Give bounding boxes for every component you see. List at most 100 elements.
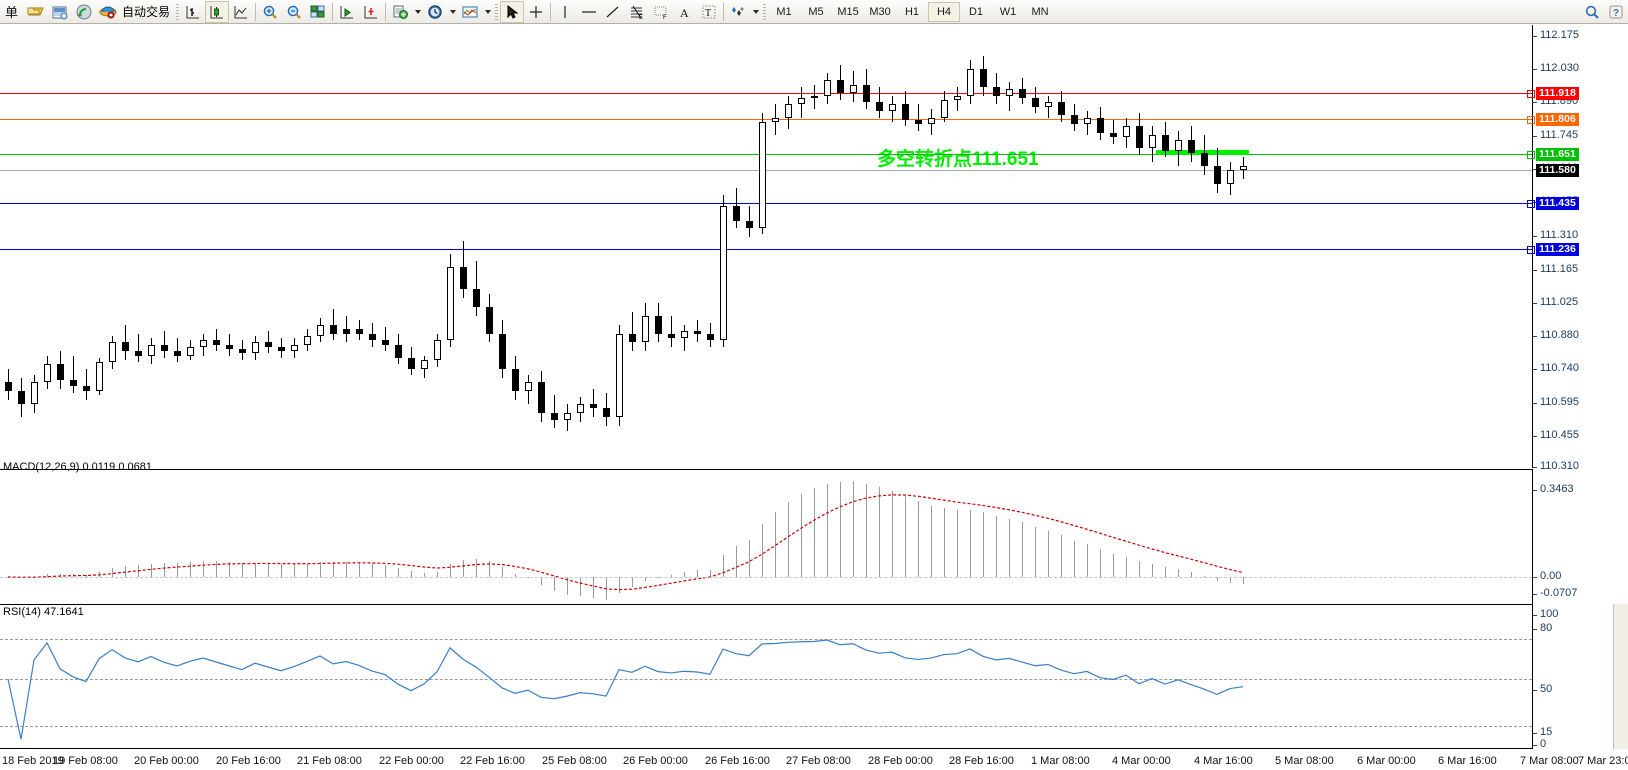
toolbar-grip[interactable] [174, 1, 182, 22]
price-level-handle[interactable] [1527, 200, 1535, 208]
timeframe-mn[interactable]: MN [1031, 5, 1049, 18]
macd-histogram-bar [1230, 577, 1231, 584]
chart-annotation[interactable]: 多空转折点111.651 [877, 149, 1039, 170]
shapes-dropdown-icon[interactable] [750, 1, 761, 23]
time-axis-label: 27 Feb 08:00 [786, 755, 851, 767]
timeframe-m15[interactable]: M15 [837, 5, 859, 18]
search-icon[interactable] [1580, 1, 1604, 23]
text-box-icon[interactable]: T [697, 1, 721, 23]
candle-body [876, 102, 883, 111]
new-order-dropdown-icon[interactable] [412, 1, 423, 23]
vertical-line-icon[interactable] [553, 1, 577, 23]
price-scale-tick [1533, 236, 1537, 237]
text-label-icon[interactable]: A [673, 1, 697, 23]
new-order-icon[interactable] [388, 1, 412, 23]
macd-histogram-bar [580, 577, 581, 597]
macd-histogram-bar [372, 563, 373, 577]
candle-body [603, 408, 610, 418]
candle-body [382, 340, 389, 345]
macd-histogram-bar [632, 577, 633, 588]
indicators-dropdown-icon[interactable] [482, 1, 493, 23]
price-level-line[interactable] [0, 170, 1532, 171]
macd-histogram-bar [60, 573, 61, 577]
menu-icon[interactable]: 单 [0, 1, 24, 23]
macd-histogram-bar [879, 487, 880, 577]
toolbar-grip[interactable] [493, 1, 501, 22]
price-level-handle[interactable] [1527, 90, 1535, 98]
price-level-handle[interactable] [1527, 246, 1535, 254]
chart-scrollbar[interactable] [1613, 604, 1628, 749]
timeframe-w1[interactable]: W1 [999, 5, 1017, 18]
price-scale-label: 110.595 [1540, 396, 1579, 408]
crosshair-icon[interactable] [524, 1, 548, 23]
candle-body [1006, 88, 1013, 96]
candle-body [707, 333, 714, 341]
macd-scale-label: -0.0707 [1540, 587, 1578, 599]
auto-trading-label[interactable]: 自动交易 [122, 5, 171, 19]
rsi-pane[interactable] [0, 604, 1532, 749]
history-center-dropdown-icon[interactable] [447, 1, 458, 23]
shapes-icon[interactable] [726, 1, 750, 23]
price-chart-pane[interactable] [0, 25, 1532, 468]
price-scale-tick [1533, 403, 1537, 404]
tile-windows-icon[interactable] [306, 1, 330, 23]
macd-histogram-bar [593, 577, 594, 599]
expert-advisor-icon[interactable] [96, 1, 120, 23]
support-zone-marker[interactable] [1156, 150, 1249, 155]
price-level-line[interactable] [0, 154, 1532, 155]
network-icon[interactable] [72, 1, 96, 23]
indicators-icon[interactable] [458, 1, 482, 23]
price-level-handle[interactable] [1527, 151, 1535, 159]
timeframe-m5[interactable]: M5 [808, 5, 824, 18]
line-chart-icon[interactable] [229, 1, 253, 23]
macd-pane[interactable] [0, 469, 1532, 604]
macd-histogram-bar [515, 573, 516, 577]
bar-chart-icon[interactable] [181, 1, 205, 23]
cursor-icon[interactable] [500, 0, 525, 23]
fibonacci-icon[interactable]: E [625, 1, 649, 23]
channel-icon[interactable]: F [649, 1, 673, 23]
macd-histogram-bar [281, 564, 282, 577]
toolbar-grip[interactable] [761, 1, 769, 22]
print-preview-icon[interactable] [48, 1, 72, 23]
timeframe-d1[interactable]: D1 [968, 5, 984, 18]
candle-body [577, 404, 584, 413]
macd-histogram-bar [398, 567, 399, 577]
macd-histogram-bar [762, 523, 763, 577]
price-level-handle[interactable] [1527, 116, 1535, 124]
candle-body [928, 117, 935, 125]
price-scale-label: 110.740 [1540, 362, 1579, 374]
chart-shift-icon[interactable] [359, 1, 383, 23]
zoom-in-icon[interactable] [258, 1, 282, 23]
zoom-out-icon[interactable] [282, 1, 306, 23]
help-icon[interactable]: ? [1604, 1, 1628, 23]
timeframe-m1[interactable]: M1 [776, 5, 792, 18]
svg-text:F: F [663, 15, 667, 20]
macd-histogram-bar [1204, 575, 1205, 577]
auto-scroll-icon[interactable] [335, 1, 359, 23]
timeframe-m30[interactable]: M30 [869, 5, 891, 18]
candle-wick [86, 368, 87, 400]
timeframe-h1[interactable]: H1 [904, 5, 920, 18]
candle-body [1084, 117, 1091, 125]
price-level-line[interactable] [0, 203, 1532, 204]
candle-body [1019, 88, 1026, 98]
macd-histogram-bar [1217, 577, 1218, 581]
horizontal-line-icon[interactable] [577, 1, 601, 23]
time-axis-label: 28 Feb 00:00 [868, 755, 933, 767]
candle-body [109, 342, 116, 363]
time-axis-label: 4 Mar 16:00 [1194, 755, 1253, 767]
macd-histogram-bar [294, 564, 295, 577]
price-level-line[interactable] [0, 93, 1532, 94]
trendline-icon[interactable] [601, 1, 625, 23]
candlestick-chart-icon[interactable] [205, 0, 230, 23]
candle-body [655, 315, 662, 334]
price-level-tag: 111.236 [1536, 243, 1579, 256]
price-level-line[interactable] [0, 249, 1532, 250]
history-center-icon[interactable] [423, 1, 447, 23]
price-level-line[interactable] [0, 119, 1532, 120]
folder-icon[interactable] [24, 1, 48, 23]
candle-body [681, 331, 688, 338]
timeframe-h4[interactable]: H4 [928, 1, 961, 22]
price-scale-label: 111.165 [1540, 263, 1579, 275]
